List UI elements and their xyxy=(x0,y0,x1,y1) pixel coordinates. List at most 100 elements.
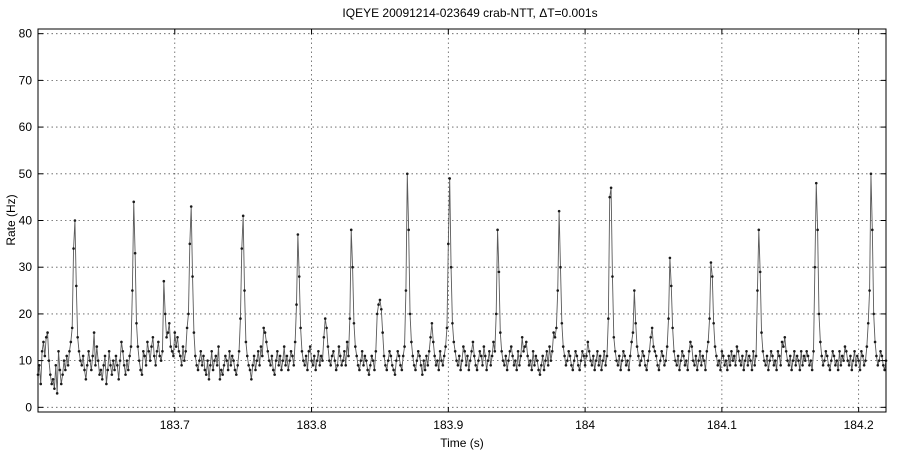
data-point xyxy=(351,265,354,269)
data-point xyxy=(303,363,307,367)
data-point xyxy=(362,363,365,367)
data-point xyxy=(98,373,101,376)
data-point xyxy=(537,368,540,372)
data-point xyxy=(739,363,743,367)
data-point xyxy=(645,368,648,372)
data-point xyxy=(299,326,302,330)
data-point xyxy=(399,363,402,367)
data-point xyxy=(590,363,594,367)
data-point xyxy=(429,335,432,339)
y-tick-label: 80 xyxy=(19,27,33,41)
data-point xyxy=(255,359,259,362)
data-point xyxy=(698,349,702,353)
data-point xyxy=(183,359,186,362)
data-point xyxy=(252,354,256,358)
data-point xyxy=(262,326,265,330)
data-point xyxy=(690,345,694,348)
data-point xyxy=(366,368,369,372)
data-point xyxy=(447,242,450,246)
data-point xyxy=(717,359,721,362)
data-point xyxy=(188,242,192,246)
data-point xyxy=(787,363,791,367)
data-point xyxy=(533,363,536,367)
data-point xyxy=(552,331,555,334)
data-point xyxy=(524,340,528,344)
data-point xyxy=(564,363,568,367)
data-point xyxy=(163,312,167,316)
data-point xyxy=(449,265,453,269)
data-point xyxy=(325,326,328,330)
data-point xyxy=(597,363,601,367)
data-point xyxy=(401,354,405,358)
x-tick-label: 183.9 xyxy=(433,418,463,432)
data-point xyxy=(62,359,66,362)
data-point xyxy=(389,354,393,358)
data-point xyxy=(675,363,679,367)
data-point xyxy=(497,270,501,274)
data-point xyxy=(839,363,843,367)
data-point xyxy=(259,345,263,348)
data-point xyxy=(773,359,777,362)
data-point xyxy=(566,359,569,362)
data-point xyxy=(308,345,312,348)
data-point xyxy=(174,345,178,348)
data-point xyxy=(545,349,549,353)
data-point xyxy=(211,368,215,372)
data-point xyxy=(623,354,627,358)
data-point xyxy=(273,373,276,376)
data-point xyxy=(494,312,498,316)
data-point xyxy=(340,363,343,367)
data-point xyxy=(131,289,134,292)
data-point xyxy=(416,349,420,353)
data-point xyxy=(235,373,238,376)
data-point xyxy=(468,359,472,362)
data-point xyxy=(396,349,400,353)
data-point xyxy=(436,359,439,362)
data-point xyxy=(448,177,451,180)
y-tick-labels: 0 10 20 30 40 50 60 70 80 xyxy=(19,27,33,415)
data-point xyxy=(511,354,514,358)
data-point xyxy=(407,228,410,232)
data-point xyxy=(113,368,116,372)
data-point xyxy=(501,359,505,362)
data-point xyxy=(42,340,45,344)
data-point xyxy=(53,387,56,390)
data-point xyxy=(581,349,584,353)
data-point xyxy=(728,363,732,367)
data-point xyxy=(243,289,246,292)
data-point xyxy=(57,349,60,353)
data-point xyxy=(59,382,63,386)
data-point xyxy=(514,359,517,362)
data-point xyxy=(178,354,182,358)
data-point xyxy=(667,317,670,320)
data-point xyxy=(385,368,389,372)
data-point xyxy=(680,349,684,353)
data-point xyxy=(226,368,230,372)
data-point xyxy=(738,359,741,362)
data-point xyxy=(727,354,731,358)
data-point xyxy=(55,392,59,395)
data-point xyxy=(271,368,275,372)
data-point xyxy=(561,345,565,348)
data-point xyxy=(337,345,341,348)
data-point xyxy=(139,368,142,372)
data-point xyxy=(716,363,720,367)
data-point xyxy=(761,349,765,353)
data-point xyxy=(813,265,817,269)
data-point xyxy=(221,373,224,376)
data-point xyxy=(287,368,290,372)
data-point xyxy=(842,359,845,362)
data-point xyxy=(519,354,523,358)
data-point xyxy=(311,363,315,367)
data-point xyxy=(392,368,395,372)
data-point xyxy=(103,354,107,358)
data-point xyxy=(338,354,342,358)
data-point xyxy=(135,321,138,325)
data-point xyxy=(481,363,484,367)
data-point xyxy=(765,354,769,358)
data-point xyxy=(245,354,249,358)
data-point xyxy=(142,349,145,353)
data-point xyxy=(615,359,618,362)
data-point xyxy=(477,359,480,362)
data-point xyxy=(633,289,636,292)
